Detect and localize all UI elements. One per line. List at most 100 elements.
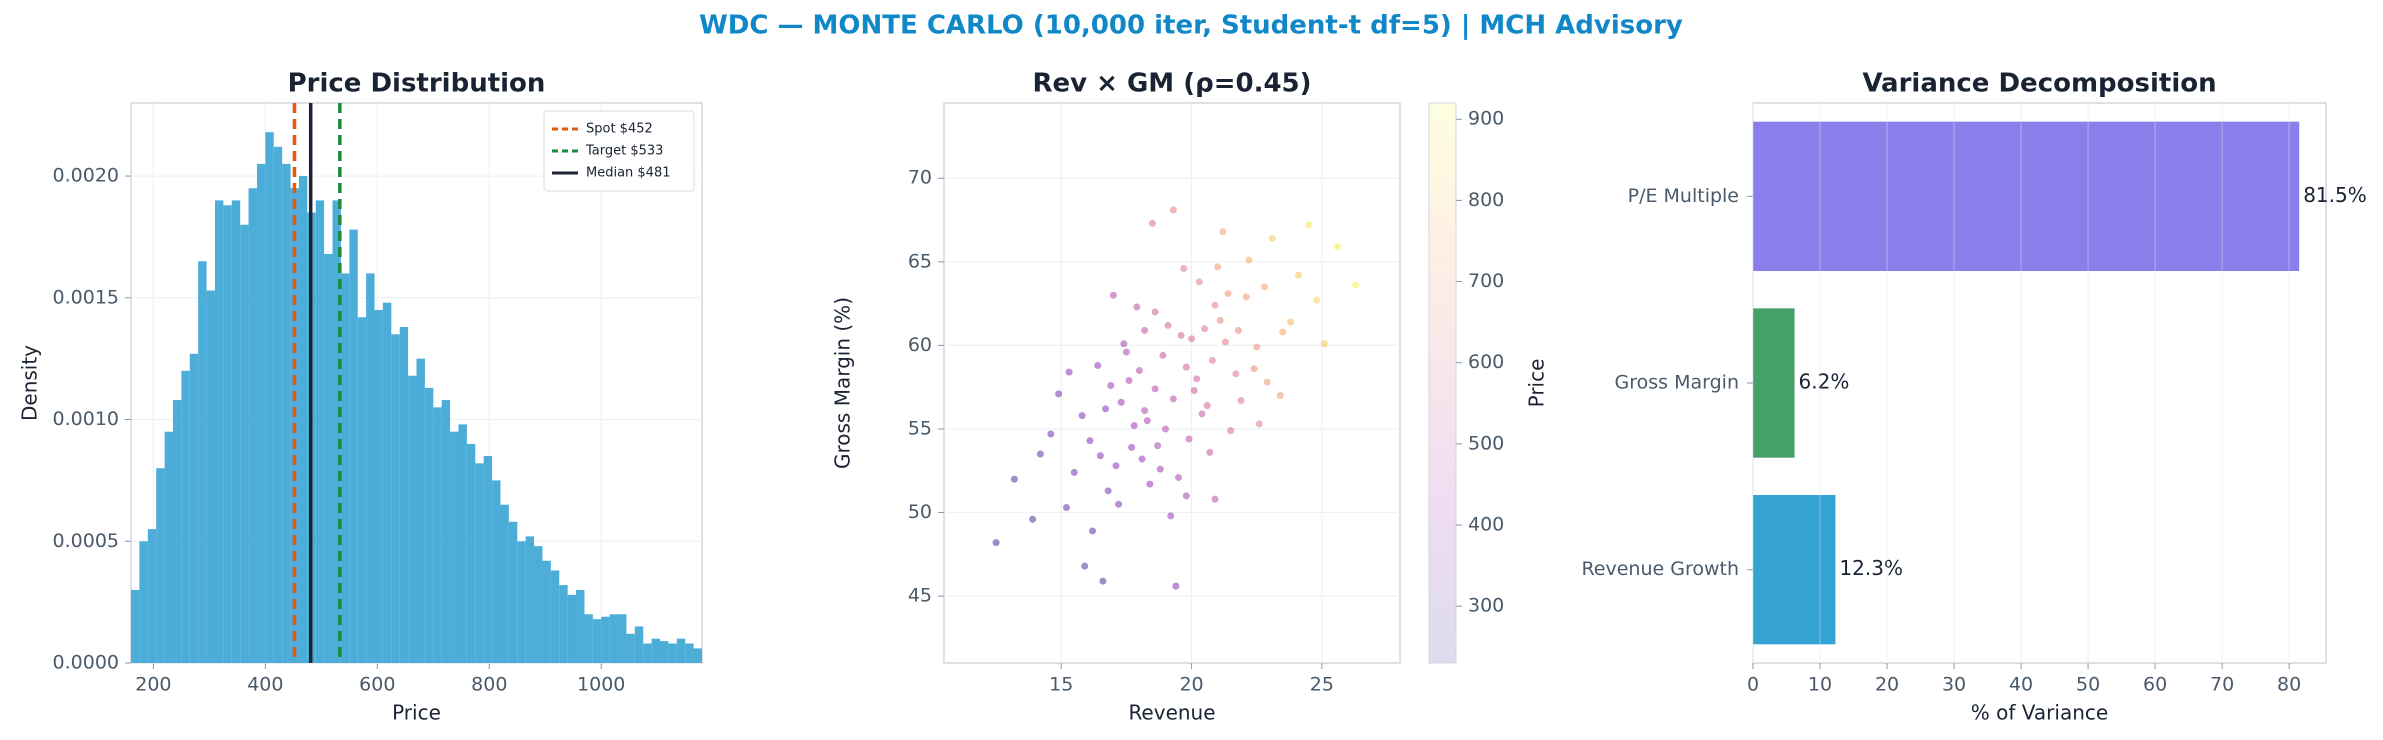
scatter-point [1185, 435, 1193, 443]
y-tick-label: 0.0010 [53, 408, 119, 430]
scatter-point [1333, 243, 1341, 251]
panel-title: Rev × GM (ρ=0.45) [1032, 69, 1311, 99]
scatter-point [1029, 515, 1037, 523]
scatter-point [1151, 308, 1159, 316]
scatter-point [1177, 331, 1185, 339]
scatter-point [1148, 219, 1156, 227]
scatter-point [1164, 321, 1172, 329]
x-tick-label: 80 [2277, 674, 2301, 696]
scatter-point [1125, 376, 1133, 384]
y-tick-label: P/E Multiple [1628, 185, 1739, 207]
histogram-bar [492, 480, 501, 663]
histogram-bar [576, 589, 585, 663]
histogram-bar [399, 327, 409, 663]
scatter-point [1263, 378, 1271, 386]
scatter-point [1245, 256, 1253, 264]
x-tick-label: 60 [2143, 674, 2167, 696]
histogram-bar [517, 541, 526, 663]
scatter-point [1221, 338, 1229, 346]
histogram-bar [139, 541, 148, 663]
histogram-bar [668, 643, 677, 663]
histogram-bar [584, 614, 593, 663]
scatter-point [1120, 340, 1128, 348]
histogram-bar [567, 594, 577, 663]
scatter-point [1224, 290, 1232, 298]
histogram-bar [685, 643, 694, 663]
y-tick-label: 55 [908, 417, 932, 439]
x-tick-label: 20 [1875, 674, 1899, 696]
scatter-point [1313, 296, 1321, 304]
scatter-point [1305, 221, 1313, 229]
y-tick-label: 70 [908, 167, 932, 189]
histogram-bar [592, 619, 602, 663]
scatter-point [1234, 326, 1242, 334]
y-tick-label: Gross Margin [1615, 372, 1739, 394]
scatter-point [1287, 318, 1295, 326]
x-axis-label: Revenue [1128, 701, 1215, 725]
histogram-bar [660, 641, 669, 663]
histogram-bar [618, 614, 627, 663]
scatter-point [1122, 348, 1130, 356]
scatter-point [1201, 325, 1209, 333]
scatter-point [1102, 405, 1110, 413]
scatter-point [1047, 430, 1055, 438]
figure-title: WDC — MONTE CARLO (10,000 iter, Student-… [699, 11, 1683, 41]
scatter-point [1089, 527, 1097, 535]
histogram-bar [223, 205, 232, 663]
scatter-point [1188, 335, 1196, 343]
scatter-point [1250, 365, 1258, 373]
histogram-bar [374, 309, 383, 663]
histogram-bar [164, 431, 173, 663]
y-tick-label: 0.0020 [53, 165, 119, 187]
histogram-bar [676, 638, 686, 663]
value-label: 6.2% [1799, 370, 1850, 394]
scatter-point [1227, 427, 1235, 435]
histogram-bar [282, 163, 291, 663]
histogram-bar [626, 633, 635, 663]
histogram-bar [231, 200, 241, 664]
scatter-point [1107, 382, 1115, 390]
y-axis-label: Gross Margin (%) [831, 297, 855, 469]
y-tick-label: 45 [908, 585, 932, 607]
x-tick-label: 40 [2009, 674, 2033, 696]
x-tick-label: 0 [1747, 674, 1759, 696]
scatter-point [1279, 328, 1287, 336]
histogram-bar [198, 261, 207, 663]
scatter-point [1182, 363, 1190, 371]
histogram-bar [416, 358, 425, 663]
scatter-point [1255, 420, 1263, 428]
histogram-bar [634, 626, 644, 663]
histogram-bar [366, 273, 375, 663]
scatter-point [1253, 343, 1261, 351]
y-tick-label: Revenue Growth [1581, 558, 1739, 580]
scatter-point [1294, 271, 1302, 279]
scatter-point [1169, 206, 1177, 214]
y-tick-label: 60 [908, 334, 932, 356]
x-tick-label: 50 [2076, 674, 2100, 696]
histogram-bar [349, 229, 358, 663]
scatter-point [1219, 228, 1227, 236]
histogram-bar [433, 407, 442, 663]
histogram-bar [601, 616, 610, 663]
histogram-bar [172, 400, 182, 663]
histogram-bar [391, 334, 400, 663]
histogram-bar [189, 353, 199, 663]
histogram-bar [357, 317, 367, 663]
scatter-point [1096, 452, 1104, 460]
scatter-point [1352, 281, 1360, 289]
histogram-bar [156, 468, 165, 663]
scatter-point [1214, 263, 1222, 271]
scatter-point [1143, 417, 1151, 425]
scatter-point [1151, 385, 1159, 393]
panel-title: Price Distribution [288, 69, 546, 99]
value-label: 12.3% [1839, 556, 1903, 580]
x-tick-label: 15 [1049, 674, 1073, 696]
histogram-bar [441, 400, 451, 663]
bar [1753, 121, 2300, 272]
scatter-point [1055, 390, 1063, 398]
histogram-bar [643, 643, 652, 663]
scatter-point [1099, 577, 1107, 585]
histogram-bar [525, 536, 535, 663]
scatter-point [1070, 468, 1078, 476]
